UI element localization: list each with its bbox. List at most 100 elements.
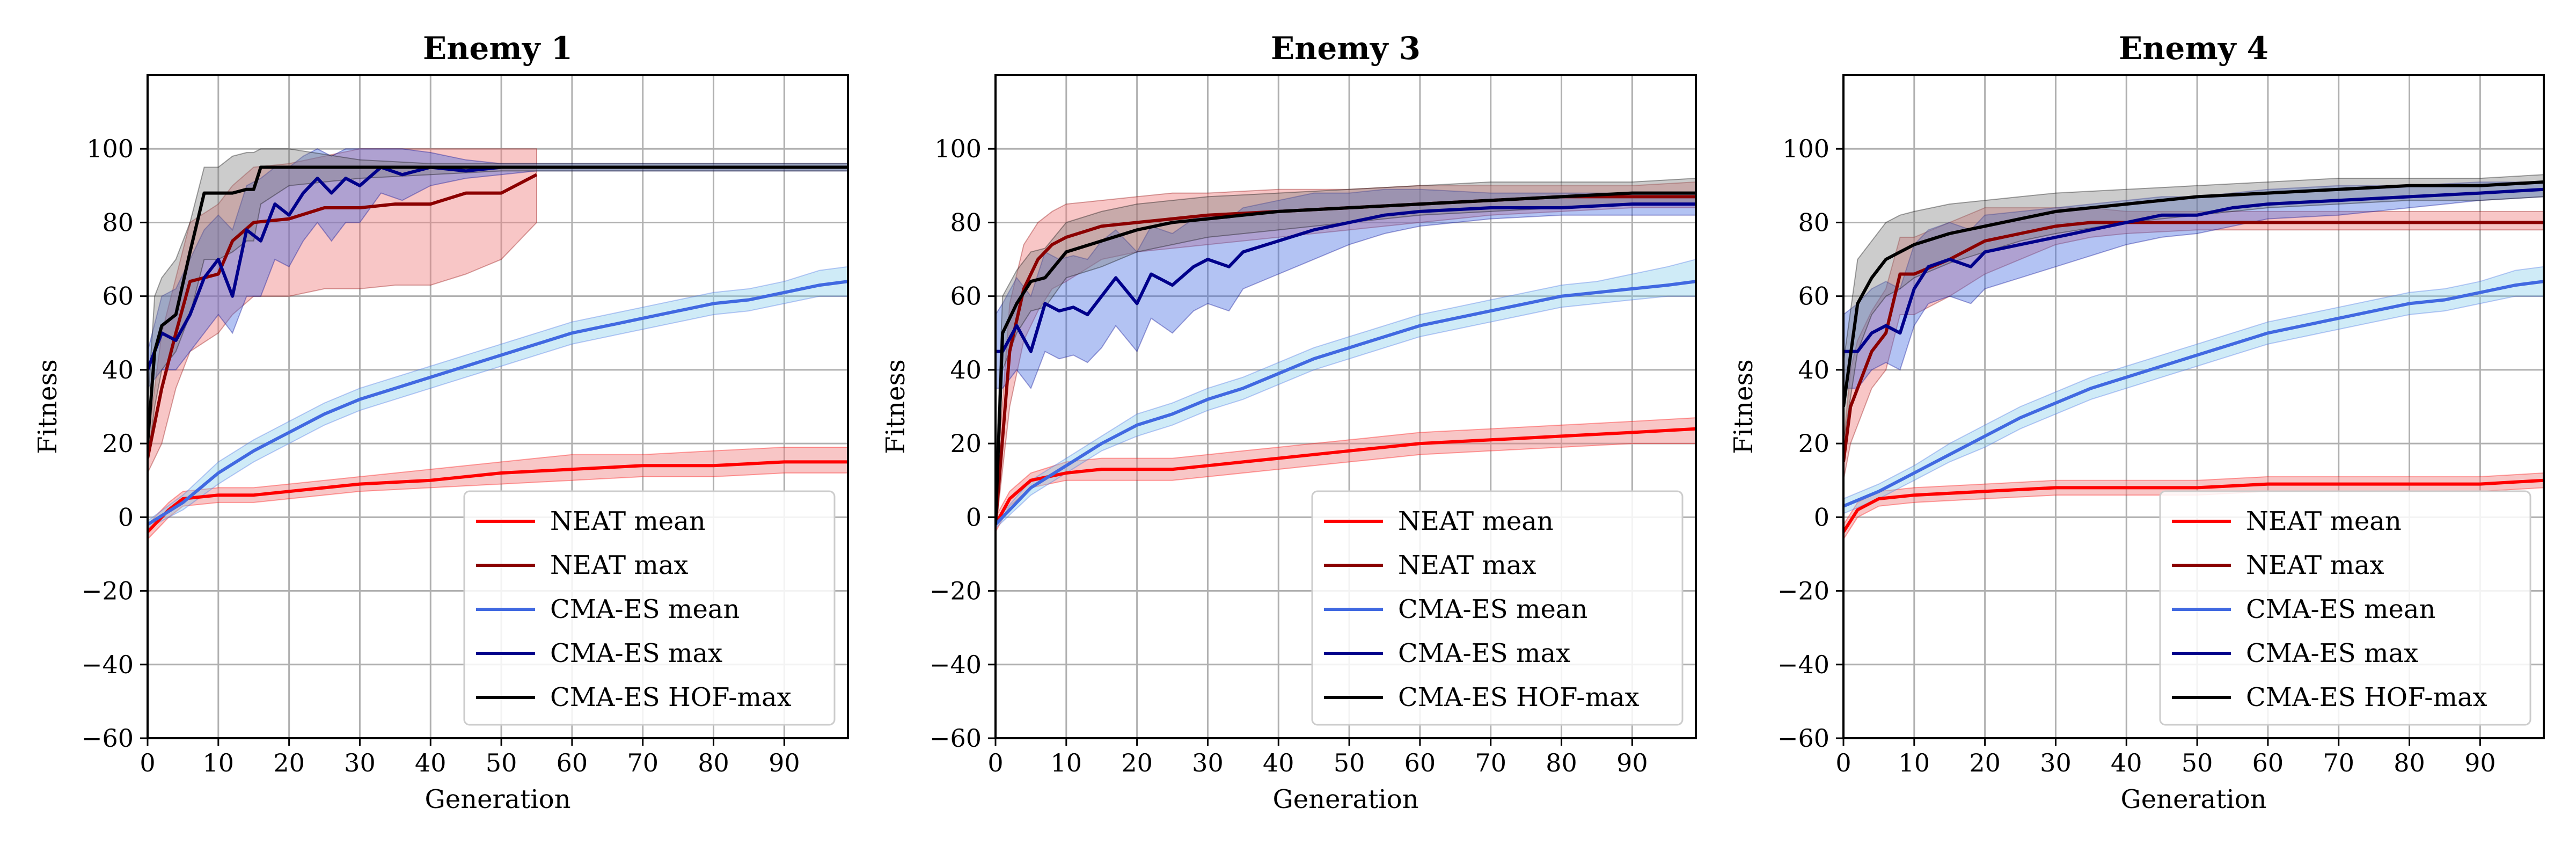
series-line-neat-max: [148, 173, 538, 459]
x-tick-label: 60: [2252, 748, 2284, 777]
legend-label-cma-es-hof-max: CMA-ES HOF-max: [550, 682, 792, 712]
legend-label-neat-max: NEAT max: [2246, 550, 2384, 580]
series-line-cma-es-mean: [996, 280, 1696, 526]
series-line-cma-es-max: [1843, 187, 2544, 353]
x-tick-label: 80: [1546, 748, 1577, 777]
series-line-cma-es-hof-max: [996, 191, 1696, 525]
x-axis-label: Generation: [2120, 784, 2266, 814]
x-tick-label: 10: [1899, 748, 1930, 777]
legend-label-cma-es-max: CMA-ES max: [2246, 638, 2418, 668]
band-cma-es-hof-max: [1843, 174, 2544, 444]
plot-frame: [1842, 74, 2545, 739]
legend: NEAT mean NEAT max CMA-ES mean CMA-ES max CM…: [2159, 490, 2531, 726]
x-tick-label: 90: [2464, 748, 2496, 777]
x-tick-label: 10: [1051, 748, 1082, 777]
legend-label-neat-max: NEAT max: [1398, 550, 1536, 580]
x-tick-label: 0: [140, 748, 155, 777]
legend: NEAT mean NEAT max CMA-ES mean CMA-ES max CM…: [463, 490, 836, 726]
x-tick-label: 30: [344, 748, 376, 777]
legend-label-neat-mean: NEAT mean: [550, 506, 706, 536]
y-tick-label: 100: [1782, 134, 1829, 163]
legend-box: [463, 490, 836, 726]
x-tick-label: 90: [1616, 748, 1648, 777]
y-tick-label: −20: [82, 577, 134, 606]
series-line-neat-mean: [1843, 478, 2544, 533]
x-tick-label: 30: [1192, 748, 1224, 777]
x-tick-label: 90: [769, 748, 800, 777]
y-tick-label: 80: [102, 208, 134, 237]
y-tick-label: 20: [1798, 429, 1829, 458]
plot-area: [148, 148, 848, 540]
y-tick-label: 0: [966, 503, 982, 532]
x-tick-label: 40: [415, 748, 447, 777]
y-tick-label: 80: [1798, 208, 1829, 237]
x-tick-label: 70: [2323, 748, 2354, 777]
legend: NEAT mean NEAT max CMA-ES mean CMA-ES max CM…: [1311, 490, 1684, 726]
x-tick-label: 50: [1334, 748, 1365, 777]
x-tick-label: 80: [2394, 748, 2425, 777]
legend-box: [2159, 490, 2531, 726]
y-tick-label: 100: [86, 134, 134, 163]
band-neat-mean: [148, 447, 848, 540]
legend-label-cma-es-max: CMA-ES max: [1398, 638, 1570, 668]
series-line-cma-es-hof-max: [1843, 180, 2544, 407]
band-cma-es-hof-max: [996, 178, 1696, 532]
x-tick-label: 30: [2040, 748, 2072, 777]
legend-label-neat-mean: NEAT mean: [1398, 506, 1554, 536]
y-tick-label: 0: [1814, 503, 1829, 532]
legend-box: [1311, 490, 1684, 726]
y-tick-label: 60: [1798, 282, 1829, 311]
plot-frame: [994, 74, 1697, 739]
plot-area: [1843, 174, 2544, 541]
x-tick-label: 40: [1263, 748, 1294, 777]
chart-title: Enemy 1: [423, 30, 573, 67]
x-tick-label: 20: [1969, 748, 2001, 777]
y-tick-label: −20: [930, 577, 982, 606]
legend-label-cma-es-hof-max: CMA-ES HOF-max: [1398, 682, 1640, 712]
x-tick-label: 50: [2182, 748, 2213, 777]
legend-label-cma-es-mean: CMA-ES mean: [550, 594, 740, 624]
x-axis-label: Generation: [1272, 784, 1418, 814]
series-line-cma-es-hof-max: [148, 165, 848, 444]
legend-label-cma-es-mean: CMA-ES mean: [2246, 594, 2435, 624]
y-tick-label: 60: [950, 282, 982, 311]
x-tick-label: 10: [203, 748, 235, 777]
x-tick-label: 0: [1835, 748, 1851, 777]
chart-panel-2: 0 10 20 30 40 50 60 70 80 90 −60 −40 −20 0 20 40 60 80 100…: [881, 30, 1697, 814]
series-line-cma-es-mean: [1843, 280, 2544, 508]
y-tick-label: 40: [950, 355, 982, 384]
chart-title: Enemy 4: [2119, 30, 2268, 67]
chart-title: Enemy 3: [1271, 30, 1421, 67]
y-tick-label: 40: [102, 355, 134, 384]
x-tick-label: 40: [2111, 748, 2142, 777]
x-tick-label: 20: [1121, 748, 1153, 777]
plot-frame: [147, 74, 849, 739]
y-tick-label: 20: [102, 429, 134, 458]
x-tick-label: 70: [1475, 748, 1506, 777]
chart-panel-1: 0 10 20 30 40 50 60 70 80 90 −60 −40 −20 0 20 40 60 80 100…: [33, 30, 849, 814]
x-axis-label: Generation: [425, 784, 570, 814]
y-tick-label: −20: [1777, 577, 1829, 606]
y-axis-label: Fitness: [1729, 359, 1759, 454]
y-tick-label: 40: [1798, 355, 1829, 384]
band-cma-es-hof-max: [148, 148, 848, 462]
chart-panel-3: 0 10 20 30 40 50 60 70 80 90 −60 −40 −20 0 20 40 60 80 100…: [1729, 30, 2545, 814]
y-tick-label: −40: [1777, 650, 1829, 679]
series-line-neat-max: [1843, 221, 2544, 462]
x-tick-label: 0: [987, 748, 1003, 777]
legend-label-neat-mean: NEAT mean: [2246, 506, 2402, 536]
legend-label-neat-max: NEAT max: [550, 550, 689, 580]
y-axis-label: Fitness: [881, 359, 911, 454]
y-tick-label: −60: [1777, 724, 1829, 753]
series-line-neat-mean: [996, 427, 1696, 526]
y-tick-label: 20: [950, 429, 982, 458]
legend-label-cma-es-max: CMA-ES max: [550, 638, 722, 668]
legend-label-cma-es-mean: CMA-ES mean: [1398, 594, 1587, 624]
legend-label-cma-es-hof-max: CMA-ES HOF-max: [2246, 682, 2487, 712]
y-tick-label: 0: [118, 503, 134, 532]
band-cma-es-max: [996, 188, 1696, 390]
x-tick-label: 50: [486, 748, 517, 777]
y-tick-label: 80: [950, 208, 982, 237]
x-tick-label: 60: [557, 748, 588, 777]
